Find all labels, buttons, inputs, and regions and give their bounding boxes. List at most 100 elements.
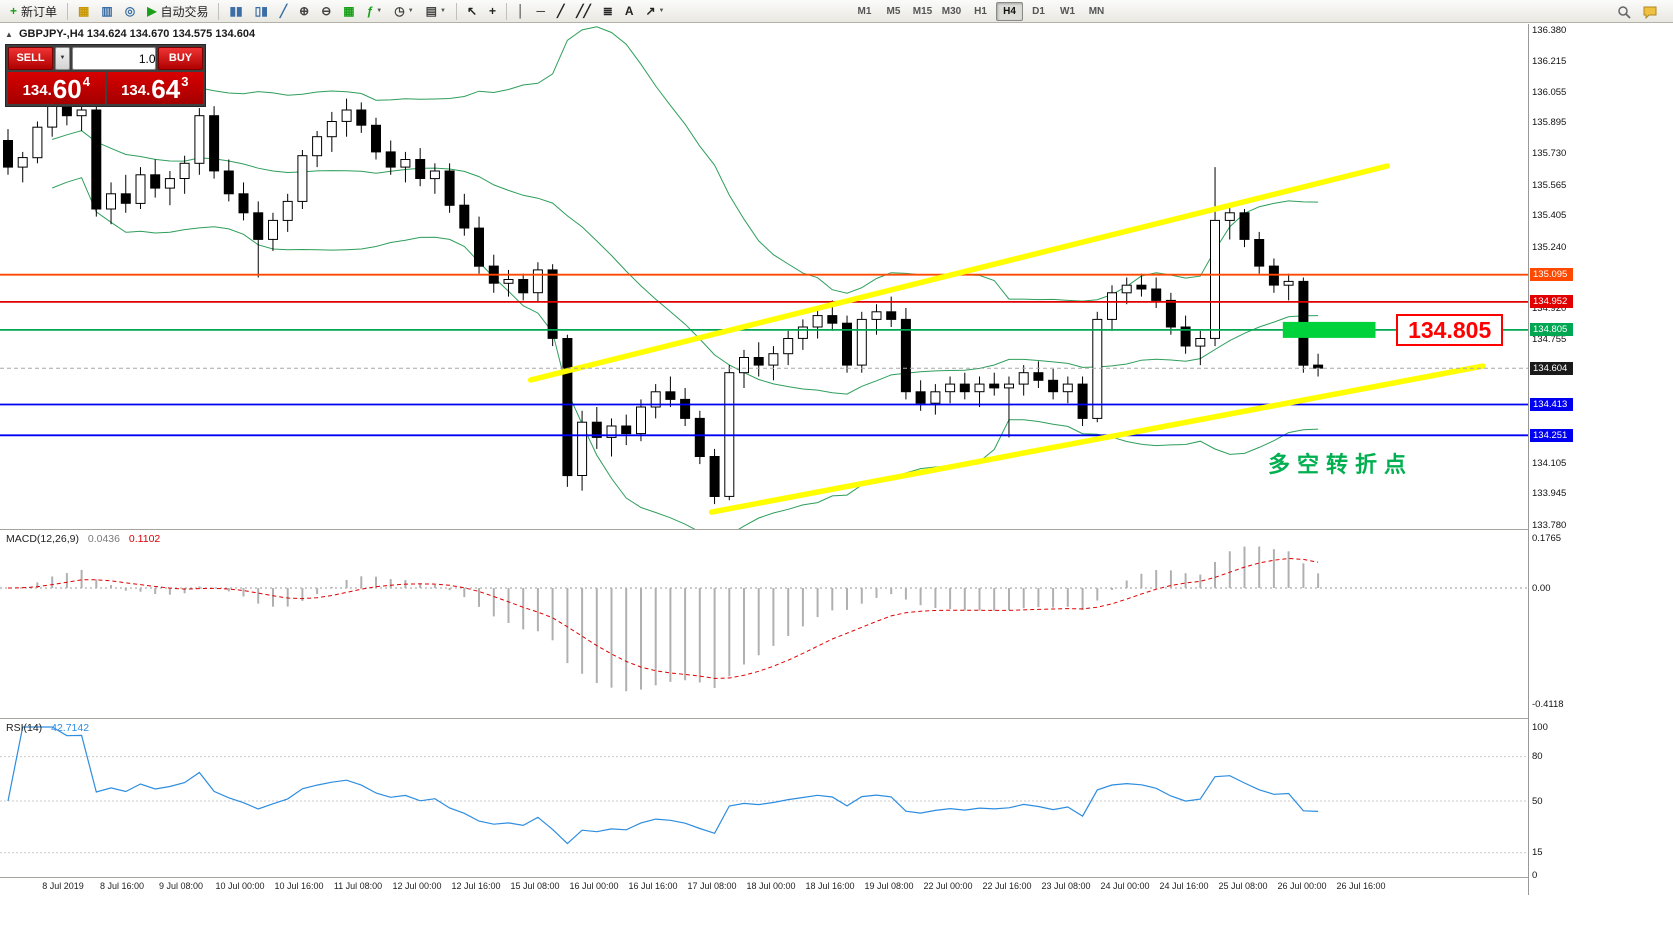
timeframe-bar: M1 M5 M15 M30 H1 H4 D1 W1 MN: [850, 2, 1111, 21]
time-label: 23 Jul 08:00: [1041, 881, 1091, 891]
trendline-1[interactable]: [527, 163, 1391, 383]
time-label: 24 Jul 16:00: [1159, 881, 1209, 891]
chat-button[interactable]: [1638, 2, 1662, 22]
crosshair-icon: +: [489, 4, 497, 18]
price-chart[interactable]: [0, 24, 1528, 529]
rsi-chart[interactable]: [0, 719, 1528, 877]
sell-button[interactable]: SELL: [8, 47, 53, 70]
search-button[interactable]: [1612, 2, 1636, 22]
candles: [3, 92, 1324, 505]
time-label: 16 Jul 16:00: [628, 881, 678, 891]
chart-annotation[interactable]: 多空转折点: [1268, 451, 1414, 477]
text-button[interactable]: A: [620, 1, 639, 21]
timeframe-m1[interactable]: M1: [857, 6, 872, 17]
bar-chart-type-button[interactable]: ▮▮: [224, 1, 247, 21]
rsi-axis-label: 0: [1532, 869, 1538, 881]
new-order-button[interactable]: + 新订单: [5, 1, 62, 21]
price-callout[interactable]: 134.805: [1396, 313, 1504, 346]
sell-price-big: 60: [52, 74, 82, 104]
price-scale[interactable]: 136.380 136.215 136.055 135.895 135.730 135.5…: [1528, 24, 1573, 895]
arrows-button[interactable]: ↗ ▼: [640, 1, 669, 21]
autotrading-button[interactable]: ▶ 自动交易: [142, 1, 213, 21]
dropdown-caret-icon: ▼: [376, 8, 383, 14]
buy-button[interactable]: BUY: [158, 47, 203, 70]
rsi-header: RSI(14) 42.7142: [6, 722, 89, 734]
toolbar-left: + 新订单 ▦ ▥ ◎ ▶ 自动交易 ▮▮ ▯▮ ╱ ⊕ ⊖ ▦ ƒ ▼ ◷ ▼ ▤ ▼ ↖ + │ ─ ╱ ╱╱ ≣ A ↗ ▼: [4, 0, 671, 23]
zoom-in-button[interactable]: ⊕: [294, 1, 314, 21]
toolbar: + 新订单 ▦ ▥ ◎ ▶ 自动交易 ▮▮ ▯▮ ╱ ⊕ ⊖ ▦ ƒ ▼ ◷ ▼ ▤ ▼ ↖ + │ ─ ╱ ╱╱ ≣ A ↗ ▼ M1…: [0, 0, 1673, 23]
time-label: 16 Jul 00:00: [569, 881, 619, 891]
macd-panel: MACD(12,26,9) 0.0436 0.1102: [0, 530, 1528, 718]
rsi-axis-label: 50: [1532, 795, 1543, 807]
indicators-button[interactable]: ƒ ▼: [362, 1, 388, 21]
vertical-line-button[interactable]: │: [512, 1, 530, 21]
fibonacci-button[interactable]: ≣: [598, 1, 618, 21]
timeframe-m15[interactable]: M15: [912, 6, 933, 17]
toolbar-separator: [218, 2, 220, 20]
macd-title: MACD(12,26,9): [6, 533, 79, 545]
highlight-box[interactable]: [1282, 321, 1376, 338]
sell-price-prefix: 134.: [22, 82, 52, 99]
trendline-2[interactable]: [708, 363, 1486, 515]
timeframe-w1[interactable]: W1: [1060, 6, 1075, 17]
dropdown-caret-icon: ▼: [440, 8, 446, 14]
templates-button[interactable]: ▤ ▼: [421, 1, 451, 21]
panel-separator[interactable]: [0, 718, 1573, 719]
timeframe-m5[interactable]: M5: [886, 6, 901, 17]
dropdown-caret-icon: ▼: [658, 8, 665, 14]
price-tick: 136.215: [1532, 56, 1567, 67]
one-click-trading-panel: SELL ▼ ▲ ▼ BUY 134.604 134.643: [5, 44, 206, 107]
level-price-box: 134.413: [1530, 398, 1573, 411]
macd-signal-line[interactable]: [7, 557, 1319, 679]
timeframe-h4[interactable]: H4: [996, 2, 1023, 21]
navigator-button[interactable]: ◎: [120, 1, 140, 21]
market-watch-button[interactable]: ▥: [96, 1, 117, 21]
time-label: 12 Jul 16:00: [451, 881, 501, 891]
rsi-line[interactable]: [7, 726, 1319, 845]
cursor-button[interactable]: ↖: [462, 1, 482, 21]
time-label: 26 Jul 00:00: [1277, 881, 1327, 891]
rsi-axis-label: 15: [1532, 847, 1543, 859]
buy-price-display[interactable]: 134. 64 3: [106, 72, 203, 104]
crosshair-button[interactable]: +: [484, 1, 501, 21]
timeframe-d1[interactable]: D1: [1032, 6, 1045, 17]
trendline-button[interactable]: ╱: [552, 1, 569, 21]
volume-dropdown-button[interactable]: ▼: [55, 47, 70, 70]
tile-windows-button[interactable]: ▦: [338, 1, 359, 21]
navigator-icon: ◎: [124, 4, 136, 18]
search-icon: [1618, 6, 1631, 19]
current-price-box: 134.604: [1530, 361, 1573, 375]
timeframe-mn[interactable]: MN: [1088, 6, 1105, 17]
charts-window-button[interactable]: ▦: [73, 1, 94, 21]
time-axis[interactable]: 8 Jul 2019 8 Jul 16:00 9 Jul 08:00 10 Jul 0…: [0, 878, 1528, 895]
time-label: 15 Jul 08:00: [510, 881, 560, 891]
channel-button[interactable]: ╱╱: [571, 1, 595, 21]
candlestick-chart-type-button[interactable]: ▯▮: [250, 1, 273, 21]
macd-signal-value: 0.1102: [128, 533, 161, 545]
bar-chart-type-icon: ▮▮: [229, 4, 243, 18]
time-label: 10 Jul 16:00: [274, 881, 324, 891]
zoom-out-button[interactable]: ⊖: [316, 1, 336, 21]
timeframe-m30[interactable]: M30: [941, 6, 962, 17]
chart-area[interactable]: ▲ GBPJPY-,H4 134.624 134.670 134.575 134…: [0, 24, 1528, 529]
panel-separator[interactable]: [0, 529, 1573, 530]
volume-input[interactable]: [73, 48, 155, 69]
sell-price-display[interactable]: 134. 60 4: [8, 72, 105, 104]
price-tick: 136.055: [1532, 86, 1567, 98]
line-chart-type-button[interactable]: ╱: [275, 1, 292, 21]
bollinger-middle-band[interactable]: [52, 130, 1319, 395]
new-order-button-label: 新订单: [21, 4, 58, 19]
price-tick: 135.895: [1532, 116, 1567, 128]
time-label: 18 Jul 00:00: [746, 881, 796, 891]
time-label: 9 Jul 08:00: [158, 881, 204, 891]
periods-button[interactable]: ◷ ▼: [389, 1, 418, 21]
level-price-box: 134.805: [1530, 323, 1573, 337]
rsi-panel: RSI(14) 42.7142: [0, 719, 1528, 877]
level-price-box: 134.251: [1530, 428, 1573, 442]
toolbar-separator: [67, 2, 69, 20]
time-label: 24 Jul 00:00: [1100, 881, 1150, 891]
price-tick: 134.755: [1532, 333, 1567, 345]
macd-chart[interactable]: [0, 530, 1528, 718]
timeframe-h1[interactable]: H1: [974, 6, 987, 17]
horizontal-line-button[interactable]: ─: [532, 1, 551, 21]
